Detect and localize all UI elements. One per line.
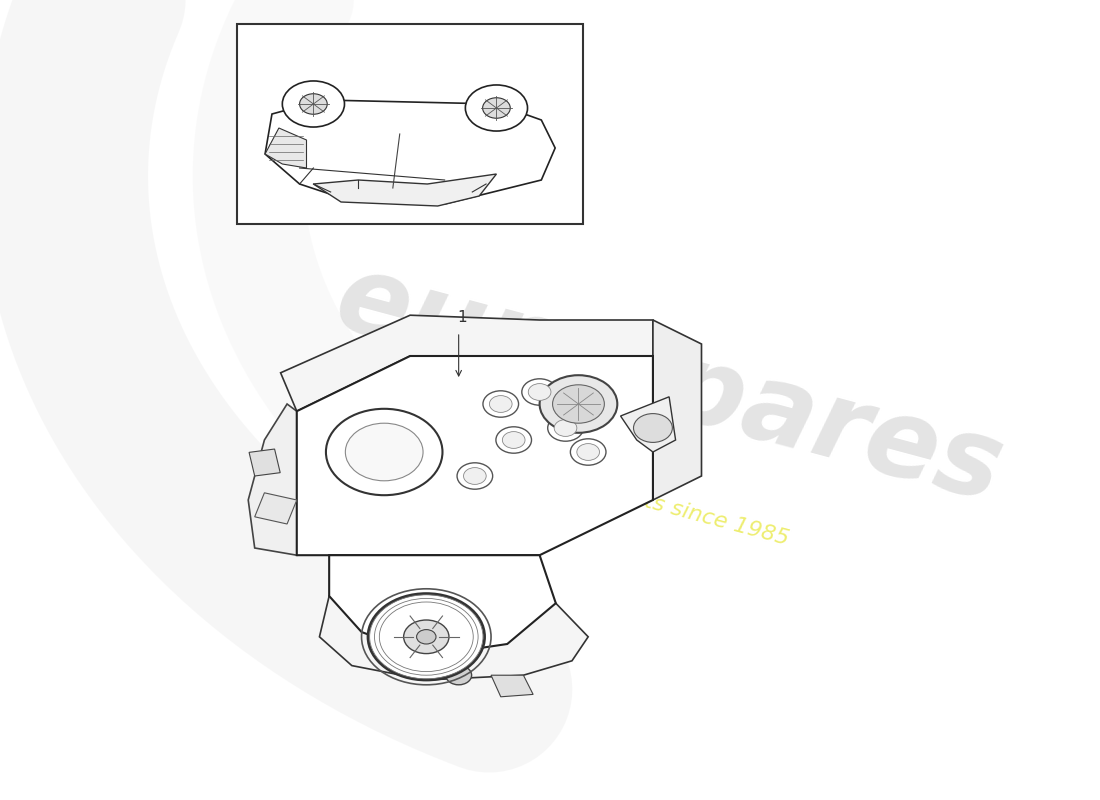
Circle shape [417,630,436,644]
Polygon shape [265,100,556,204]
Polygon shape [653,320,702,500]
Circle shape [521,379,558,405]
Polygon shape [319,596,588,680]
Text: a passion for parts since 1985: a passion for parts since 1985 [461,443,791,549]
Circle shape [326,409,442,495]
Bar [238,24,583,224]
Circle shape [548,414,583,442]
Circle shape [465,85,528,131]
Circle shape [483,390,518,418]
Text: 1: 1 [458,310,466,325]
Circle shape [576,443,600,460]
Circle shape [571,438,606,465]
Polygon shape [329,555,556,656]
Circle shape [634,414,672,442]
Circle shape [503,432,525,448]
Polygon shape [265,128,307,168]
Circle shape [540,375,617,433]
Polygon shape [620,397,675,452]
Text: eurospares: eurospares [324,244,1014,524]
Circle shape [283,81,344,127]
Circle shape [554,419,576,437]
Circle shape [463,467,486,484]
Polygon shape [491,675,534,697]
Bar [249,449,280,476]
Circle shape [483,98,510,118]
Circle shape [496,427,531,453]
Polygon shape [314,174,496,206]
Circle shape [528,384,551,401]
Polygon shape [255,493,297,524]
Circle shape [490,396,513,413]
Circle shape [404,620,449,654]
Circle shape [458,462,493,489]
Polygon shape [249,404,297,555]
Circle shape [552,385,604,423]
Polygon shape [297,356,653,555]
Polygon shape [280,315,653,411]
Circle shape [345,423,424,481]
Circle shape [446,666,472,685]
Circle shape [368,594,485,680]
Circle shape [299,94,327,114]
